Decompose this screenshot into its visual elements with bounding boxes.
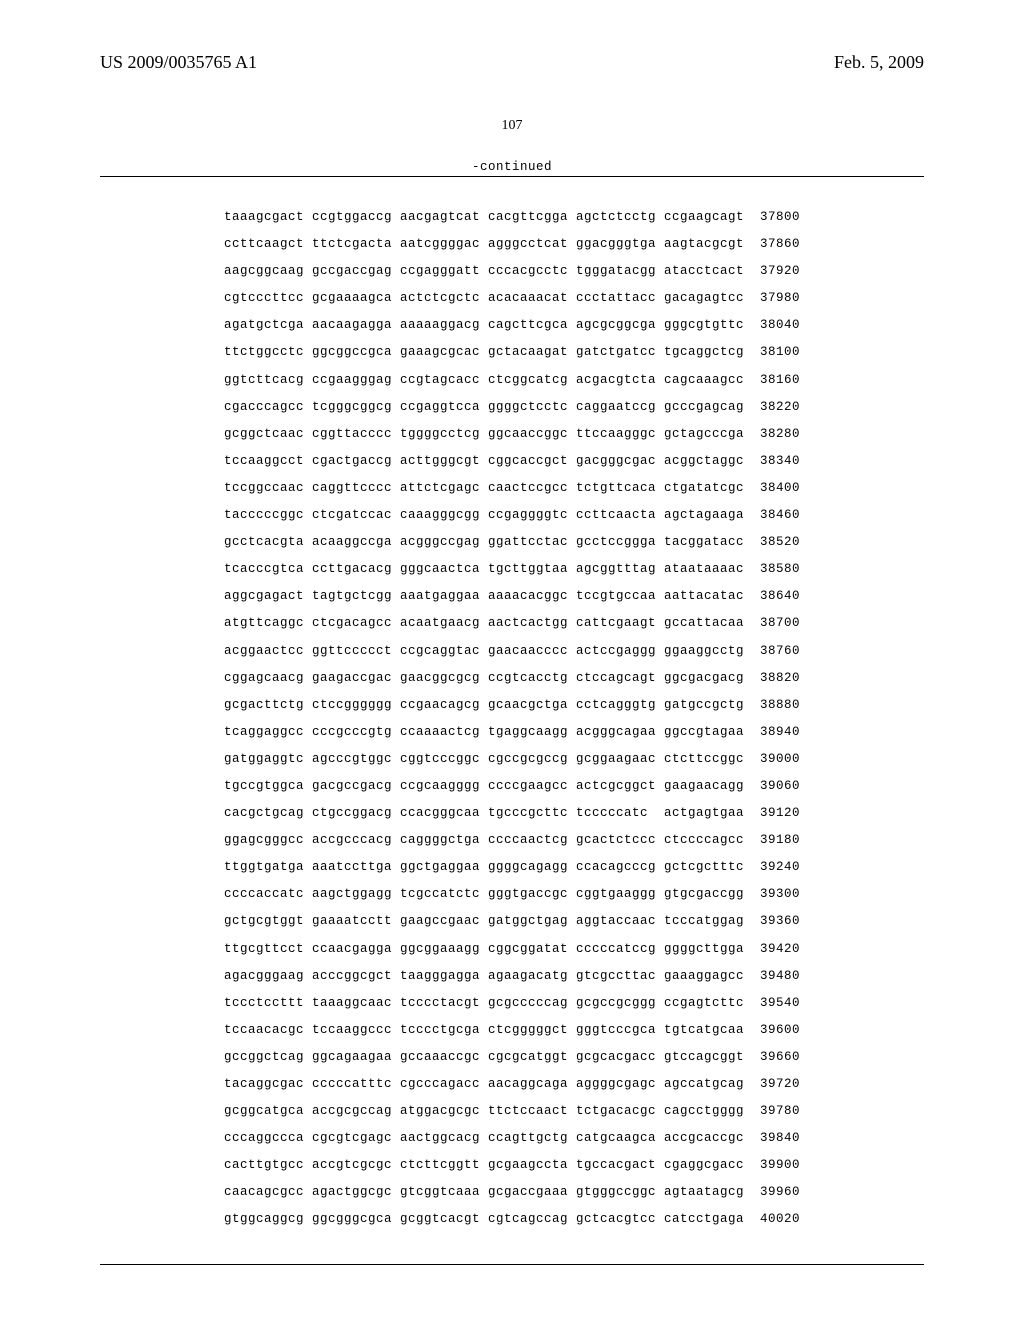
sequence-line: taaagcgact ccgtggaccg aacgagtcat cacgttc… [0, 204, 1024, 231]
page-number: 107 [0, 118, 1024, 134]
sequence-line: tacccccggc ctcgatccac caaagggcgg ccgaggg… [0, 502, 1024, 529]
sequence-line: ggagcgggcc accgcccacg caggggctga ccccaac… [0, 827, 1024, 854]
sequence-line: tccaacacgc tccaaggccc tcccctgcga ctcgggg… [0, 1017, 1024, 1044]
sequence-line: ccccaccatc aagctggagg tcgccatctc gggtgac… [0, 881, 1024, 908]
sequence-line: acggaactcc ggttccccct ccgcaggtac gaacaac… [0, 638, 1024, 665]
sequence-line: cccaggccca cgcgtcgagc aactggcacg ccagttg… [0, 1125, 1024, 1152]
rule-top [100, 176, 924, 177]
sequence-line: ggtcttcacg ccgaagggag ccgtagcacc ctcggca… [0, 367, 1024, 394]
sequence-line: tcacccgtca ccttgacacg gggcaactca tgcttgg… [0, 556, 1024, 583]
sequence-line: agacgggaag acccggcgct taagggagga agaagac… [0, 963, 1024, 990]
sequence-line: ttgcgttcct ccaacgagga ggcggaaagg cggcgga… [0, 936, 1024, 963]
sequence-line: caacagcgcc agactggcgc gtcggtcaaa gcgaccg… [0, 1179, 1024, 1206]
continued-label: -continued [0, 160, 1024, 174]
sequence-line: cgtcccttcc gcgaaaagca actctcgctc acacaaa… [0, 285, 1024, 312]
sequence-line: ttctggcctc ggcggccgca gaaagcgcac gctacaa… [0, 339, 1024, 366]
sequence-line: agatgctcga aacaagagga aaaaaggacg cagcttc… [0, 312, 1024, 339]
sequence-line: cacttgtgcc accgtcgcgc ctcttcggtt gcgaagc… [0, 1152, 1024, 1179]
sequence-line: tcaggaggcc cccgcccgtg ccaaaactcg tgaggca… [0, 719, 1024, 746]
sequence-line: cgacccagcc tcgggcggcg ccgaggtcca ggggctc… [0, 394, 1024, 421]
rule-bottom [100, 1264, 924, 1265]
sequence-line: gatggaggtc agcccgtggc cggtcccggc cgccgcg… [0, 746, 1024, 773]
sequence-line: gcggcatgca accgcgccag atggacgcgc ttctcca… [0, 1098, 1024, 1125]
sequence-line: tccctccttt taaaggcaac tcccctacgt gcgcccc… [0, 990, 1024, 1017]
sequence-line: gtggcaggcg ggcgggcgca gcggtcacgt cgtcagc… [0, 1206, 1024, 1233]
sequence-line: tacaggcgac cccccatttc cgcccagacc aacaggc… [0, 1071, 1024, 1098]
sequence-line: ttggtgatga aaatccttga ggctgaggaa ggggcag… [0, 854, 1024, 881]
sequence-line: gcctcacgta acaaggccga acgggccgag ggattcc… [0, 529, 1024, 556]
sequence-line: ccttcaagct ttctcgacta aatcggggac agggcct… [0, 231, 1024, 258]
sequence-line: gcggctcaac cggttacccc tggggcctcg ggcaacc… [0, 421, 1024, 448]
sequence-line: tgccgtggca gacgccgacg ccgcaagggg ccccgaa… [0, 773, 1024, 800]
sequence-line: gctgcgtggt gaaaatcctt gaagccgaac gatggct… [0, 908, 1024, 935]
sequence-line: atgttcaggc ctcgacagcc acaatgaacg aactcac… [0, 610, 1024, 637]
sequence-line: aggcgagact tagtgctcgg aaatgaggaa aaaacac… [0, 583, 1024, 610]
sequence-block: taaagcgact ccgtggaccg aacgagtcat cacgttc… [0, 204, 1024, 1234]
publication-number: US 2009/0035765 A1 [100, 52, 257, 73]
sequence-line: aagcggcaag gccgaccgag ccgagggatt cccacgc… [0, 258, 1024, 285]
sequence-line: tccggccaac caggttcccc attctcgagc caactcc… [0, 475, 1024, 502]
sequence-line: cacgctgcag ctgccggacg ccacgggcaa tgcccgc… [0, 800, 1024, 827]
sequence-line: gcgacttctg ctccgggggg ccgaacagcg gcaacgc… [0, 692, 1024, 719]
publication-date: Feb. 5, 2009 [834, 52, 924, 73]
sequence-line: tccaaggcct cgactgaccg acttgggcgt cggcacc… [0, 448, 1024, 475]
sequence-line: gccggctcag ggcagaagaa gccaaaccgc cgcgcat… [0, 1044, 1024, 1071]
sequence-line: cggagcaacg gaagaccgac gaacggcgcg ccgtcac… [0, 665, 1024, 692]
page-root: US 2009/0035765 A1 Feb. 5, 2009 107 -con… [0, 0, 1024, 1320]
